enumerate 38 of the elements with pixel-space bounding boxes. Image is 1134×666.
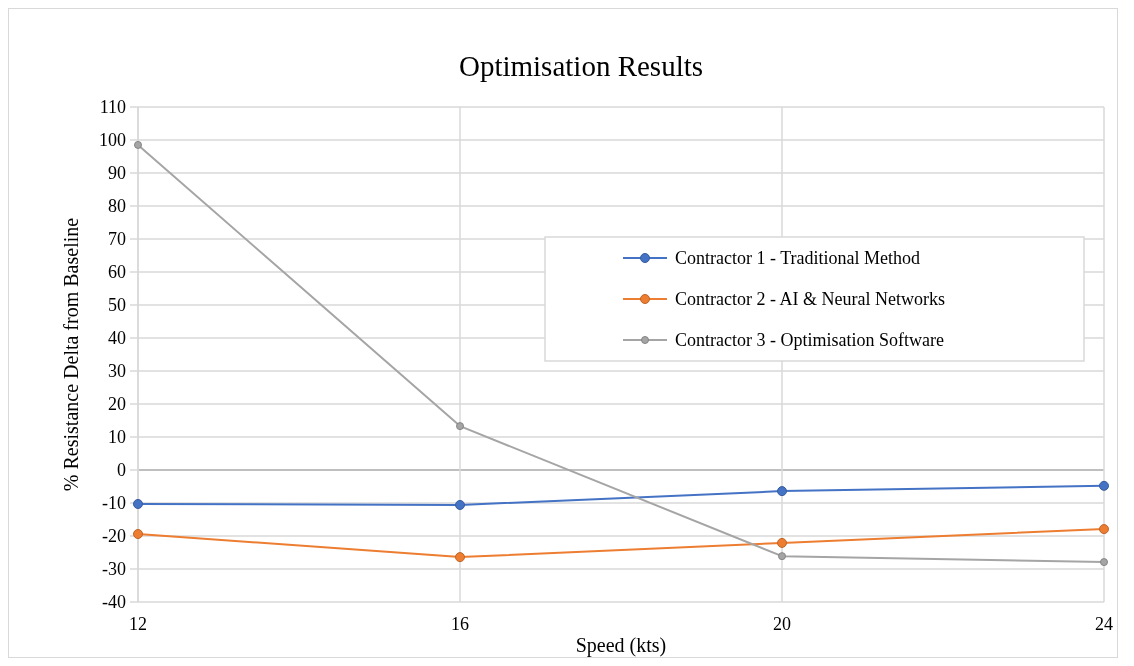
y-tick-label: 50: [108, 295, 126, 316]
x-axis-title: Speed (kts): [575, 634, 667, 657]
point: [133, 529, 143, 540]
point: [134, 140, 142, 149]
y-tick-label: 100: [99, 130, 126, 151]
y-tick-label: 60: [108, 262, 126, 283]
point: [455, 499, 465, 510]
x-tick-label: 16: [451, 614, 469, 634]
point: [778, 552, 786, 561]
y-tick-label: 10: [108, 427, 126, 448]
x-tick-label: 20: [773, 614, 791, 634]
y-tick-label: 70: [108, 229, 126, 250]
y-tick-label: -20: [102, 526, 126, 547]
point: [1100, 558, 1108, 567]
y-tick-label: 30: [108, 361, 126, 382]
point: [1099, 480, 1109, 491]
legend-label: Contractor 1 - Traditional Method: [675, 248, 920, 269]
y-tick-label: 110: [99, 97, 126, 118]
y-tick-label: -40: [102, 592, 126, 613]
legend-label: Contractor 3 - Optimisation Software: [675, 330, 944, 351]
y-axis-title: % Resistance Delta from Baseline: [60, 217, 82, 492]
x-tick-label: 12: [129, 614, 147, 634]
point: [456, 422, 464, 431]
y-tick-label: 0: [117, 460, 126, 481]
legend-label: Contractor 2 - AI & Neural Networks: [675, 289, 945, 310]
y-tick-label: 90: [108, 163, 126, 184]
y-tick-label: 40: [108, 328, 126, 349]
chart-title: Optimisation Results: [458, 50, 704, 82]
point: [777, 486, 787, 497]
point: [133, 498, 143, 509]
y-tick-label: -10: [102, 493, 126, 514]
x-tick-label: 24: [1095, 614, 1113, 634]
y-tick-label: -30: [102, 559, 126, 580]
point: [455, 552, 465, 563]
point: [1099, 524, 1109, 535]
point: [777, 537, 787, 548]
y-tick-label: 80: [108, 196, 126, 217]
y-tick-label: 20: [108, 394, 126, 415]
